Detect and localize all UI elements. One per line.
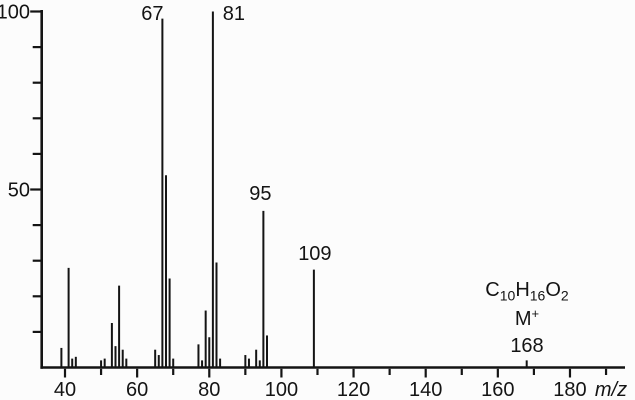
x-tick-label-180: 180 xyxy=(553,379,586,400)
molecular-mass-annotation: 168 xyxy=(510,335,543,357)
x-tick-label-60: 60 xyxy=(126,379,148,400)
peak-label-109: 109 xyxy=(298,243,331,265)
x-axis-label: m/z xyxy=(595,379,627,400)
peak-label-95: 95 xyxy=(249,183,271,205)
y-tick-label-100: 100 xyxy=(0,2,30,24)
x-tick-label-120: 120 xyxy=(337,379,370,400)
x-tick-label-100: 100 xyxy=(265,379,298,400)
peak-label-67: 67 xyxy=(141,3,163,25)
peak-label-81: 81 xyxy=(223,3,245,25)
x-tick-label-140: 140 xyxy=(409,379,442,400)
x-tick-label-80: 80 xyxy=(198,379,220,400)
x-tick-label-160: 160 xyxy=(481,379,514,400)
y-tick-label-50: 50 xyxy=(8,180,30,202)
molecular-formula-annotation: C10H16O2 xyxy=(485,279,569,304)
molecular-ion-annotation: M+ xyxy=(515,306,539,330)
x-tick-label-40: 40 xyxy=(54,379,76,400)
